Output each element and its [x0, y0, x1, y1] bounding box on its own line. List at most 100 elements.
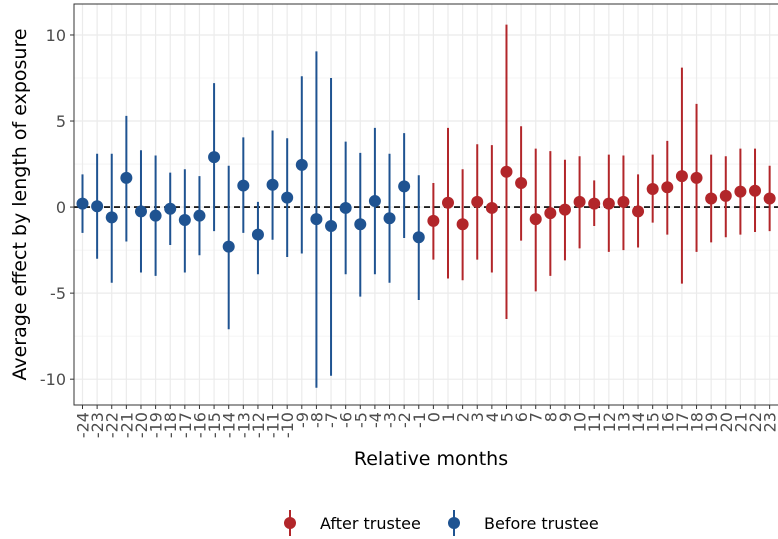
point-before-trustee	[178, 213, 191, 226]
x-tick-label: 1	[439, 412, 458, 422]
x-tick-label: 23	[761, 412, 778, 432]
point-after-trustee	[544, 207, 557, 220]
x-tick-label: 6	[512, 412, 531, 422]
point-before-trustee	[134, 205, 147, 218]
point-after-trustee	[573, 195, 586, 208]
x-tick-label: 21	[731, 412, 750, 432]
point-before-trustee	[105, 211, 118, 224]
point-before-trustee	[164, 202, 177, 215]
series-before-trustee	[76, 51, 425, 388]
legend-label-after-trustee: After trustee	[320, 514, 421, 533]
x-tick-label: -24	[74, 412, 93, 438]
point-after-trustee	[485, 201, 498, 214]
x-tick-label: 22	[746, 412, 765, 432]
x-tick-label: -15	[205, 412, 224, 438]
x-tick-label: -11	[264, 412, 283, 438]
x-tick-label: -20	[132, 412, 151, 438]
x-tick-label: -16	[190, 412, 209, 438]
point-after-trustee	[719, 189, 732, 202]
x-tick-label: -13	[234, 412, 253, 438]
point-before-trustee	[310, 213, 323, 226]
point-before-trustee	[237, 179, 250, 192]
point-after-trustee	[763, 192, 776, 205]
point-after-trustee	[749, 184, 762, 197]
x-tick-label: -10	[278, 412, 297, 438]
point-before-trustee	[339, 201, 352, 214]
point-after-trustee	[632, 205, 645, 218]
point-before-trustee	[295, 158, 308, 171]
x-tick-label: -8	[307, 412, 326, 428]
legend-key-point-after-trustee	[284, 517, 296, 529]
point-after-trustee	[558, 203, 571, 216]
point-after-trustee	[515, 176, 528, 189]
x-tick-label: -12	[249, 412, 268, 438]
x-tick-label: 17	[673, 412, 692, 432]
x-tick-label: 15	[644, 412, 663, 432]
x-tick-label: 8	[541, 412, 560, 422]
x-tick-label: 11	[585, 412, 604, 432]
x-tick-label: 0	[424, 412, 443, 422]
point-before-trustee	[266, 178, 279, 191]
x-tick-label: 20	[717, 412, 736, 432]
panel-border	[73, 3, 778, 406]
x-tick-label: -14	[220, 412, 239, 438]
point-before-trustee	[354, 218, 367, 231]
x-tick-label: 2	[454, 412, 473, 422]
x-tick-label: -9	[293, 412, 312, 428]
point-before-trustee	[76, 197, 89, 210]
point-before-trustee	[412, 231, 425, 244]
y-tick-label: -5	[50, 284, 66, 303]
point-after-trustee	[427, 214, 440, 227]
legend: After trustee Before trustee	[284, 510, 599, 536]
point-before-trustee	[149, 209, 162, 222]
y-tick-label: -10	[40, 370, 66, 389]
x-tick-label: 19	[702, 412, 721, 432]
x-tick-label: -2	[395, 412, 414, 428]
point-before-trustee	[325, 220, 338, 233]
x-tick-label: 10	[571, 412, 590, 432]
x-tick-label: 4	[483, 412, 502, 422]
x-tick-label: 9	[556, 412, 575, 422]
x-tick-label: -23	[88, 412, 107, 438]
x-tick-label: 14	[629, 412, 648, 432]
point-before-trustee	[120, 171, 133, 184]
x-axis-title: Relative months	[354, 448, 508, 470]
x-tick-label: 7	[527, 412, 546, 422]
grid	[74, 4, 778, 405]
point-before-trustee	[193, 209, 206, 222]
legend-label-before-trustee: Before trustee	[484, 514, 599, 533]
chart-marks	[76, 24, 776, 388]
point-after-trustee	[602, 197, 615, 210]
point-after-trustee	[529, 213, 542, 226]
x-tick-label: -5	[351, 412, 370, 428]
y-tick-label: 10	[46, 26, 66, 45]
x-tick-label: -18	[161, 412, 180, 438]
point-after-trustee	[675, 170, 688, 183]
x-tick-label: 16	[658, 412, 677, 432]
x-tick-label: -21	[117, 412, 136, 438]
x-tick-label: 12	[600, 412, 619, 432]
point-before-trustee	[208, 151, 221, 164]
point-after-trustee	[661, 181, 674, 194]
point-before-trustee	[222, 240, 235, 253]
point-after-trustee	[500, 165, 513, 178]
point-after-trustee	[588, 197, 601, 210]
y-tick-label: 5	[56, 112, 66, 131]
x-tick-label: -4	[366, 412, 385, 428]
point-before-trustee	[398, 180, 411, 193]
point-after-trustee	[471, 195, 484, 208]
point-after-trustee	[734, 185, 747, 198]
legend-key-point-before-trustee	[448, 517, 460, 529]
point-before-trustee	[91, 200, 104, 213]
axes: -10-50510-24-23-22-21-20-19-18-17-16-15-…	[40, 26, 778, 438]
x-tick-label: 5	[497, 412, 516, 422]
x-tick-label: -17	[176, 412, 195, 438]
x-tick-label: -7	[322, 412, 341, 428]
y-tick-label: 0	[56, 198, 66, 217]
x-tick-label: -1	[410, 412, 429, 428]
x-tick-label: -6	[337, 412, 356, 428]
point-after-trustee	[690, 171, 703, 184]
point-after-trustee	[646, 183, 659, 196]
point-after-trustee	[442, 196, 454, 209]
